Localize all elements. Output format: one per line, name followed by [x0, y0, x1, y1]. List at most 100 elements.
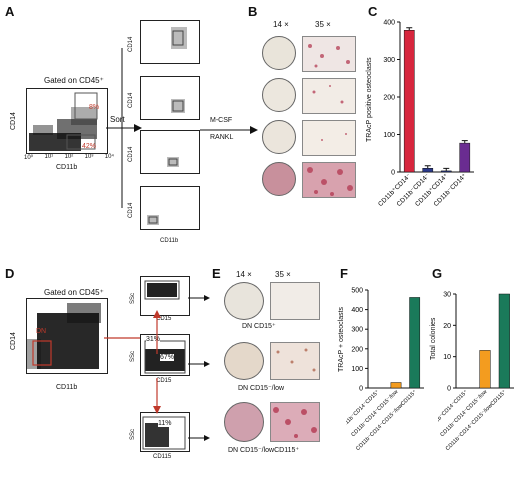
panel-d-letter: D: [5, 266, 15, 281]
b-image-grid: [258, 34, 358, 198]
c-ylabel: TRAcP positive osteoclasts: [366, 57, 373, 142]
b-micro-2: [302, 78, 356, 114]
bar: [440, 170, 452, 173]
panel-b-letter: B: [248, 4, 258, 19]
y-tick-label: 200: [351, 346, 363, 353]
y-tick-label: 400: [351, 307, 363, 314]
bar: [403, 30, 415, 173]
category-label: CD11b⁻CD14⁺: [433, 172, 469, 208]
b-well-2: [262, 78, 296, 112]
d-arrows: [104, 334, 144, 342]
b-well-4: [262, 162, 296, 196]
y-tick-label: 500: [351, 288, 363, 295]
d-plot-3: [140, 412, 190, 452]
ssc-2: SSc: [130, 350, 136, 362]
cd15-2: CD15: [156, 378, 172, 384]
b-well-1: [262, 36, 296, 70]
x-ticks-a: 10⁰ 10¹ 10² 10³ 10⁴: [24, 154, 114, 161]
panel-f-letter: F: [340, 266, 348, 281]
flow-plot-a: [26, 88, 108, 154]
sorted-y-2: CD14: [128, 92, 134, 108]
e-col1: 14 ×: [236, 270, 252, 279]
sort-arrows: [106, 48, 142, 208]
sorted-y-4: CD14: [128, 202, 134, 218]
flow-scatter-a: [29, 92, 98, 151]
cd115-3: CD115: [153, 454, 172, 460]
sorted-plot-4: [140, 186, 200, 230]
d-red-arrows: [153, 310, 161, 414]
x-axis-label-a: CD11b: [56, 164, 78, 171]
sorted-plot-2: [140, 76, 200, 120]
bar: [459, 142, 471, 173]
chart-c: 0100200300400CD11b⁺CD14⁻CD11b⁻CD14⁻CD11b…: [378, 20, 474, 208]
pct-upper: 8%: [89, 104, 100, 111]
panel-g-letter: G: [432, 266, 443, 281]
f-ylabel: TRAcP + osteoclasts: [338, 306, 345, 372]
panel-a-letter: A: [5, 4, 15, 19]
bar: [390, 382, 402, 389]
culture-rankl: RANKL: [210, 134, 234, 141]
e-micro-1: [270, 282, 320, 320]
b-micro-3: [302, 120, 356, 156]
y-tick-label: 0: [447, 386, 451, 393]
dn-gate: [32, 340, 52, 366]
x-axis-label-d: CD11b: [56, 384, 78, 391]
e-micro-2: [270, 342, 320, 380]
cd15-1: CD15: [156, 316, 172, 322]
b-col2: 35 ×: [315, 20, 331, 29]
y-tick-label: 200: [383, 95, 395, 102]
pct-11: 11%: [158, 420, 172, 427]
bar: [479, 350, 491, 389]
ssc-3: SSc: [130, 428, 136, 440]
pct-31: 31%: [146, 336, 161, 343]
sorted-y-1: CD14: [128, 36, 134, 52]
g-ylabel: Total colonies: [430, 317, 437, 360]
y-tick-label: 0: [359, 386, 363, 393]
pct-67: 67%: [160, 354, 175, 361]
flow-plot-d: [26, 298, 108, 374]
chart-f: 0100200300400500CD11b⁻CD14⁻CD15⁺CD11b⁻CD…: [346, 288, 424, 452]
bar: [409, 297, 421, 389]
y-tick-label: 20: [443, 323, 451, 330]
e-micro-dots: [273, 348, 317, 438]
gate-label-a: Gated on CD45⁺: [44, 76, 104, 85]
sorted-x: CD11b: [160, 238, 179, 244]
culture-arrow: [200, 126, 258, 134]
e-row2: DN CD15⁻/low: [238, 385, 285, 392]
e-well-2: [224, 342, 264, 380]
sorted-y-3: CD14: [128, 146, 134, 162]
chart-g: 0102030CD11b⁻CD14⁻CD15⁺CD11b⁻CD14⁻CD15⁻/…: [438, 292, 514, 452]
panel-e-letter: E: [212, 266, 221, 281]
e-row1: DN CD15⁺: [242, 323, 276, 330]
sorted-plot-3: [140, 130, 200, 174]
dn-label: DN: [36, 328, 47, 335]
d-plot-1: [140, 276, 190, 316]
y-tick-label: 300: [383, 57, 395, 64]
b-micro-1: [302, 36, 356, 72]
pct-lower: 42%: [82, 143, 97, 150]
flow-scatter-d: [27, 303, 101, 369]
panel-c-letter: C: [368, 4, 378, 19]
y-tick-label: 300: [351, 327, 363, 334]
y-axis-label-d: CD14: [10, 332, 17, 350]
bar: [422, 168, 434, 173]
y-tick-label: 30: [443, 292, 451, 299]
sort-label: Sort: [110, 115, 125, 124]
e-well-3: [224, 402, 264, 442]
e-row3: DN CD15⁻/lowCD115⁺: [228, 447, 300, 454]
y-tick-label: 10: [443, 354, 451, 361]
b-well-3: [262, 120, 296, 154]
y-tick-label: 0: [391, 170, 395, 177]
bar: [498, 293, 510, 389]
d-to-e-arrows: [188, 295, 210, 441]
gate-label-d: Gated on CD45⁺: [44, 288, 104, 297]
gate-box-lower: [66, 134, 96, 150]
ssc-1: SSc: [130, 292, 136, 304]
y-tick-label: 100: [351, 366, 363, 373]
y-tick-label: 400: [383, 20, 395, 27]
e-col2: 35 ×: [275, 270, 291, 279]
gate-box-upper: [74, 92, 98, 120]
culture-mcsf: M-CSF: [210, 117, 233, 124]
e-well-1: [224, 282, 264, 320]
b-col1: 14 ×: [273, 20, 289, 29]
